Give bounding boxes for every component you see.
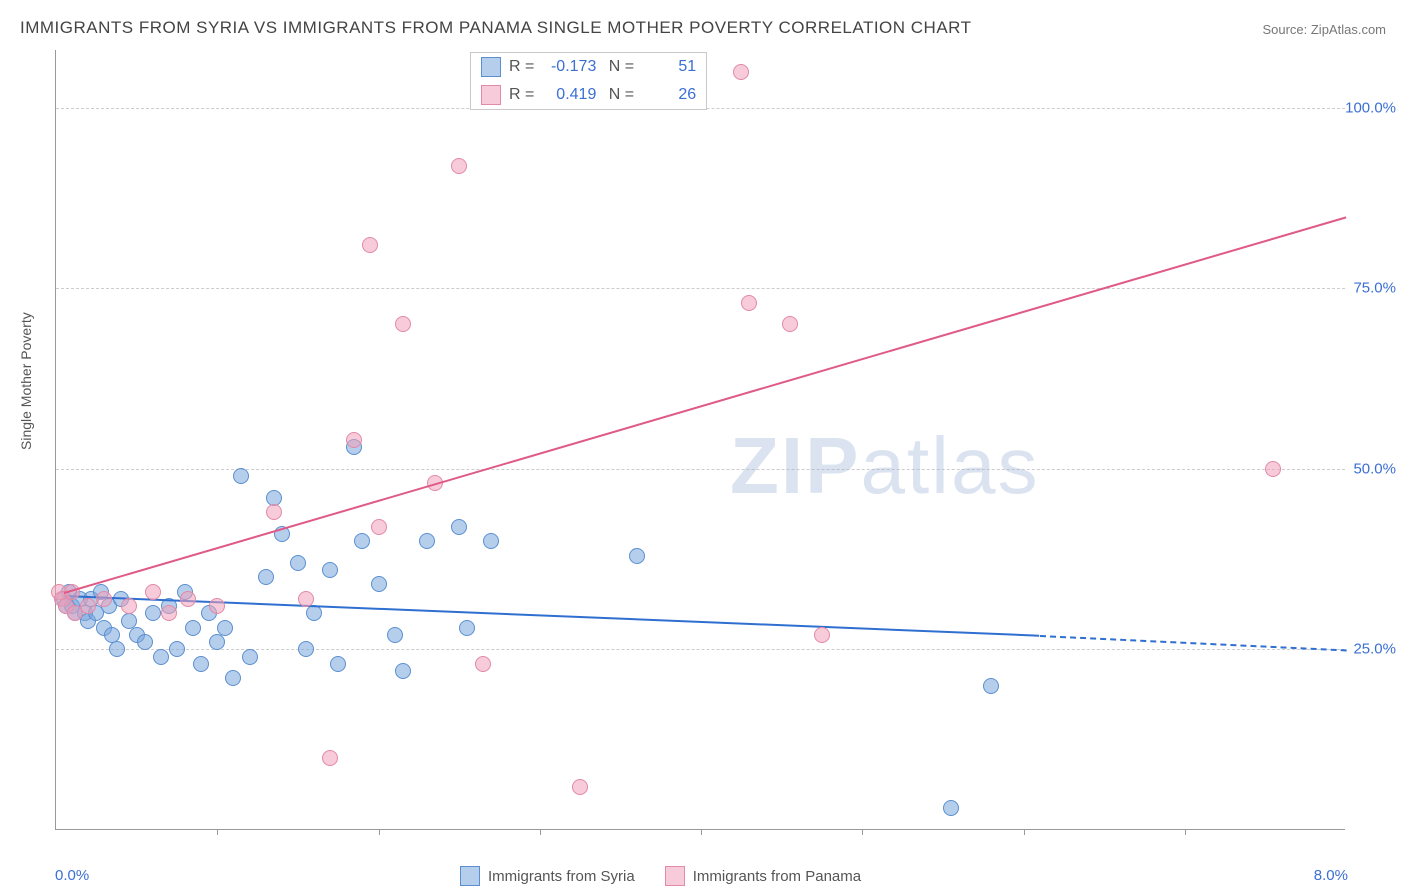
data-point [306, 605, 322, 621]
data-point [346, 432, 362, 448]
legend-row: R = -0.173 N = 51 [471, 53, 706, 81]
y-tick-label: 100.0% [1345, 99, 1396, 116]
x-axis-min-label: 0.0% [55, 867, 89, 884]
data-point [814, 627, 830, 643]
data-point [371, 576, 387, 592]
data-point [109, 641, 125, 657]
data-point [298, 591, 314, 607]
data-point [629, 548, 645, 564]
legend-item: Immigrants from Syria [460, 866, 635, 886]
data-point [387, 627, 403, 643]
data-point [983, 678, 999, 694]
legend-n-value: 51 [642, 58, 696, 76]
data-point [451, 519, 467, 535]
x-tick [379, 829, 380, 835]
data-point [185, 620, 201, 636]
data-point [209, 598, 225, 614]
data-point [242, 649, 258, 665]
y-axis-label: Single Mother Poverty [18, 312, 34, 450]
legend-n-label: N = [604, 58, 634, 76]
data-point [733, 64, 749, 80]
data-point [483, 533, 499, 549]
x-tick [1024, 829, 1025, 835]
x-tick [540, 829, 541, 835]
data-point [741, 295, 757, 311]
data-point [1265, 461, 1281, 477]
x-tick [862, 829, 863, 835]
data-point [137, 634, 153, 650]
data-point [161, 605, 177, 621]
data-point [153, 649, 169, 665]
x-tick [1185, 829, 1186, 835]
data-point [459, 620, 475, 636]
y-tick-label: 25.0% [1353, 641, 1396, 658]
plot-area [55, 50, 1345, 830]
legend-r-value: 0.419 [542, 86, 596, 104]
data-point [217, 620, 233, 636]
data-point [362, 237, 378, 253]
data-point [121, 598, 137, 614]
data-point [80, 598, 96, 614]
legend-swatch [481, 85, 501, 105]
legend-r-label: R = [509, 86, 534, 104]
legend-n-label: N = [604, 86, 634, 104]
data-point [298, 641, 314, 657]
data-point [193, 656, 209, 672]
series-legend: Immigrants from Syria Immigrants from Pan… [460, 866, 861, 886]
x-axis-max-label: 8.0% [1314, 867, 1348, 884]
x-tick [217, 829, 218, 835]
legend-row: R = 0.419 N = 26 [471, 81, 706, 109]
gridline [56, 469, 1345, 470]
data-point [371, 519, 387, 535]
y-tick-label: 75.0% [1353, 280, 1396, 297]
data-point [451, 158, 467, 174]
x-tick [701, 829, 702, 835]
legend-item: Immigrants from Panama [665, 866, 861, 886]
data-point [145, 605, 161, 621]
data-point [169, 641, 185, 657]
data-point [266, 504, 282, 520]
data-point [322, 750, 338, 766]
data-point [475, 656, 491, 672]
data-point [209, 634, 225, 650]
legend-swatch [481, 57, 501, 77]
data-point [322, 562, 338, 578]
correlation-legend: R = -0.173 N = 51 R = 0.419 N = 26 [470, 52, 707, 110]
legend-label: Immigrants from Syria [488, 868, 635, 885]
legend-r-value: -0.173 [542, 58, 596, 76]
gridline [56, 288, 1345, 289]
data-point [290, 555, 306, 571]
data-point [330, 656, 346, 672]
data-point [225, 670, 241, 686]
data-point [395, 663, 411, 679]
data-point [782, 316, 798, 332]
data-point [145, 584, 161, 600]
data-point [96, 591, 112, 607]
legend-r-label: R = [509, 58, 534, 76]
legend-swatch [460, 866, 480, 886]
legend-n-value: 26 [642, 86, 696, 104]
y-tick-label: 50.0% [1353, 460, 1396, 477]
trend-line [64, 216, 1346, 593]
legend-swatch [665, 866, 685, 886]
data-point [180, 591, 196, 607]
chart-title: IMMIGRANTS FROM SYRIA VS IMMIGRANTS FROM… [20, 18, 972, 38]
data-point [572, 779, 588, 795]
data-point [419, 533, 435, 549]
data-point [943, 800, 959, 816]
source-label: Source: ZipAtlas.com [1262, 22, 1386, 37]
data-point [233, 468, 249, 484]
data-point [354, 533, 370, 549]
data-point [258, 569, 274, 585]
legend-label: Immigrants from Panama [693, 868, 861, 885]
data-point [395, 316, 411, 332]
